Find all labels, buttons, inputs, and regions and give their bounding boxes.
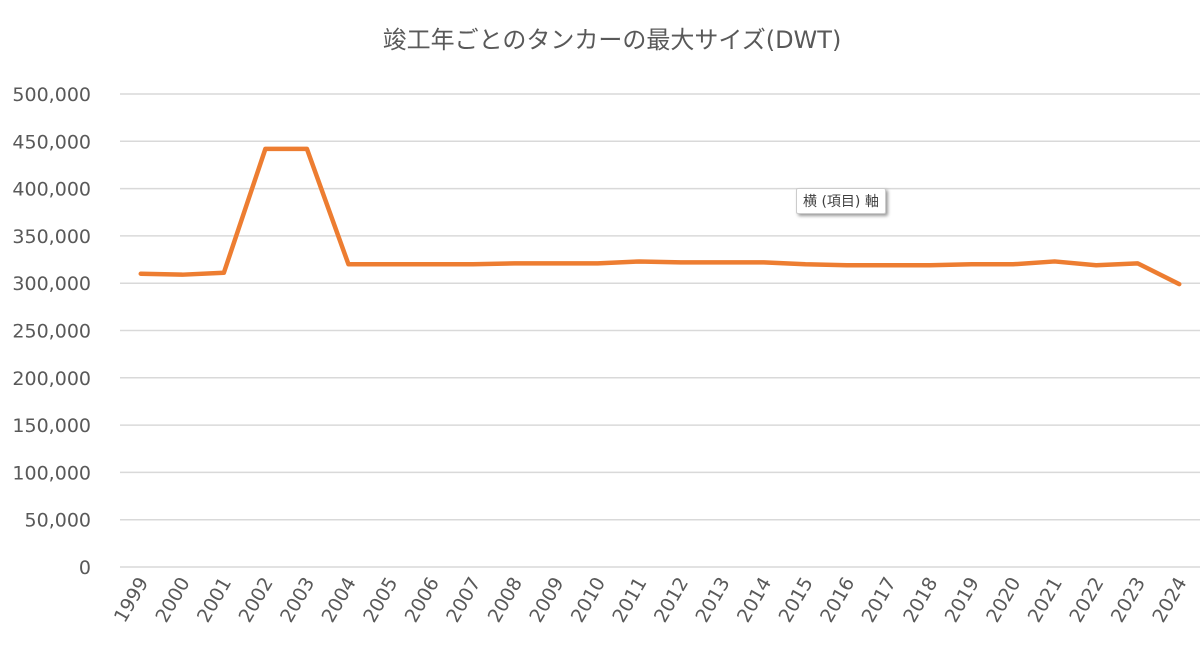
x-tick-label: 2008 [484, 574, 527, 627]
y-tick-label: 100,000 [12, 462, 91, 484]
y-tick-label: 300,000 [12, 273, 91, 295]
x-tick-label: 2009 [525, 574, 568, 627]
y-tick-label: 250,000 [12, 321, 91, 343]
x-tick-label: 2015 [774, 574, 817, 627]
axis-tooltip: 横 (項目) 軸 [796, 188, 886, 214]
x-tick-label: 2001 [193, 574, 236, 627]
x-tick-label: 2022 [1065, 574, 1108, 627]
x-tick-label: 2021 [1024, 574, 1067, 627]
x-tick-label: 1999 [110, 574, 153, 627]
x-tick-label: 2006 [401, 574, 444, 627]
x-tick-label: 2012 [650, 574, 693, 627]
y-tick-label: 400,000 [12, 179, 91, 201]
x-tick-label: 2007 [442, 574, 485, 627]
x-tick-label: 2014 [733, 574, 776, 627]
y-tick-label: 200,000 [12, 368, 91, 390]
series-line [138, 146, 1182, 287]
x-tick-label: 2019 [941, 574, 984, 627]
x-tick-label: 2023 [1107, 574, 1150, 627]
x-tick-label: 2000 [151, 574, 194, 627]
y-tick-label: 450,000 [12, 131, 91, 153]
x-tick-label: 2003 [276, 574, 319, 627]
x-tick-label: 2010 [567, 574, 610, 627]
x-tick-label: 2005 [359, 574, 402, 627]
y-tick-label: 350,000 [12, 226, 91, 248]
y-tick-label: 150,000 [12, 415, 91, 437]
y-tick-label: 50,000 [25, 510, 91, 532]
x-tick-label: 2004 [318, 574, 361, 627]
x-tick-label: 2020 [982, 574, 1025, 627]
x-tick-label: 2017 [858, 574, 901, 627]
y-tick-label: 500,000 [12, 84, 91, 106]
x-tick-label: 2002 [234, 574, 277, 627]
x-tick-label: 2024 [1148, 574, 1191, 627]
x-tick-label: 2018 [899, 574, 942, 627]
x-tick-label: 2016 [816, 574, 859, 627]
y-tick-label: 0 [79, 557, 91, 579]
x-tick-label: 2011 [608, 574, 651, 627]
chart-title: 竣工年ごとのタンカーの最大サイズ(DWT) [383, 26, 842, 54]
x-tick-label: 2013 [691, 574, 734, 627]
